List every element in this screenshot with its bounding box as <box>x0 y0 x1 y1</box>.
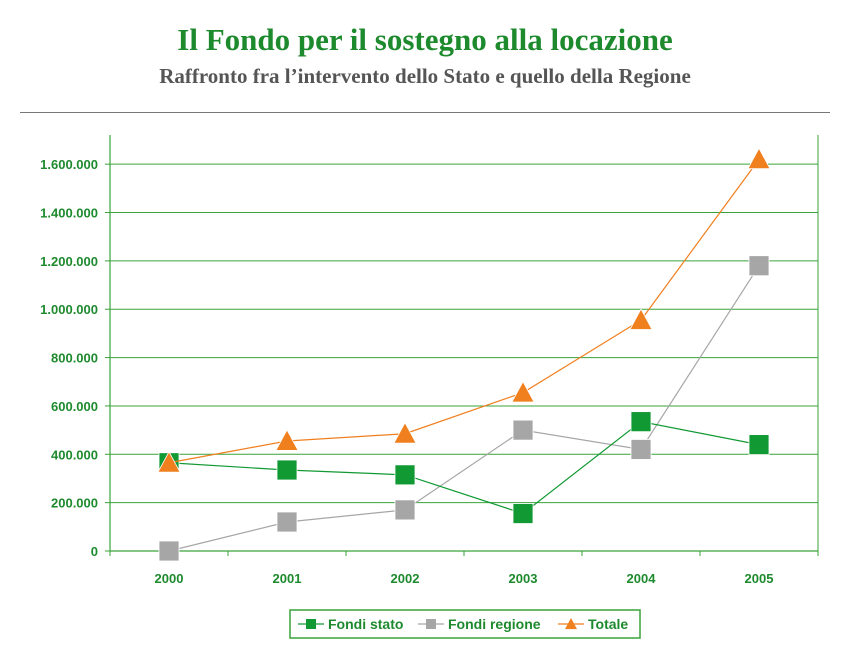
y-tick-label: 1.600.000 <box>40 157 98 172</box>
series-line-fondi-regione <box>168 265 760 552</box>
title-divider <box>20 112 830 113</box>
legend-marker-fondi-stato <box>306 619 316 629</box>
legend-label-fondi-regione: Fondi regione <box>448 616 541 632</box>
series-line-totale <box>168 158 760 464</box>
data-point-fondi-stato <box>748 434 770 456</box>
plot-area: 0 200.000 400.000 600.000 800.000 1.000.000 1.… <box>40 135 819 586</box>
data-point-fondi-stato <box>512 503 534 524</box>
legend: Fondi stato Fondi regione Totale <box>289 609 641 639</box>
data-point-fondi-regione <box>394 499 416 521</box>
legend-label-fondi-stato: Fondi stato <box>328 616 403 632</box>
y-tick-label: 800.000 <box>51 351 98 366</box>
chart-subtitle: Raffronto fra l’intervento dello Stato e… <box>159 64 691 88</box>
y-tick-label: 200.000 <box>51 496 98 511</box>
data-point-totale <box>747 147 771 170</box>
y-tick-label: 400.000 <box>51 447 98 462</box>
data-point-fondi-regione <box>276 511 298 533</box>
data-point-totale <box>393 421 417 444</box>
data-point-fondi-stato <box>630 411 652 433</box>
y-tick-label: 1.400.000 <box>40 206 98 221</box>
data-point-fondi-regione <box>748 255 770 277</box>
y-tick-label: 600.000 <box>51 399 98 414</box>
data-point-totale <box>629 308 653 330</box>
data-point-fondi-stato <box>394 464 416 486</box>
legend-marker-fondi-regione <box>426 619 436 629</box>
data-point-totale <box>157 450 181 473</box>
data-point-totale <box>511 380 535 403</box>
data-point-fondi-regione <box>158 540 180 562</box>
data-point-fondi-regione <box>630 439 652 460</box>
y-tick-label: 1.000.000 <box>40 302 98 317</box>
y-tick-label: 0 <box>91 544 98 559</box>
x-tick-label: 2002 <box>391 571 420 586</box>
x-tick-label: 2001 <box>273 571 302 586</box>
legend-marker-totale <box>565 618 577 630</box>
x-tick-label: 2005 <box>745 571 774 586</box>
data-point-fondi-regione <box>512 419 534 441</box>
x-tick-label: 2004 <box>627 571 657 586</box>
data-point-totale <box>275 429 299 451</box>
x-tick-label: 2000 <box>155 571 184 586</box>
legend-label-totale: Totale <box>588 616 628 632</box>
chart-title: Il Fondo per il sostegno alla locazione <box>177 22 673 57</box>
series-line-fondi-stato <box>168 421 760 515</box>
y-tick-label: 1.200.000 <box>40 254 98 269</box>
x-tick-label: 2003 <box>509 571 538 586</box>
data-point-fondi-stato <box>276 459 298 481</box>
